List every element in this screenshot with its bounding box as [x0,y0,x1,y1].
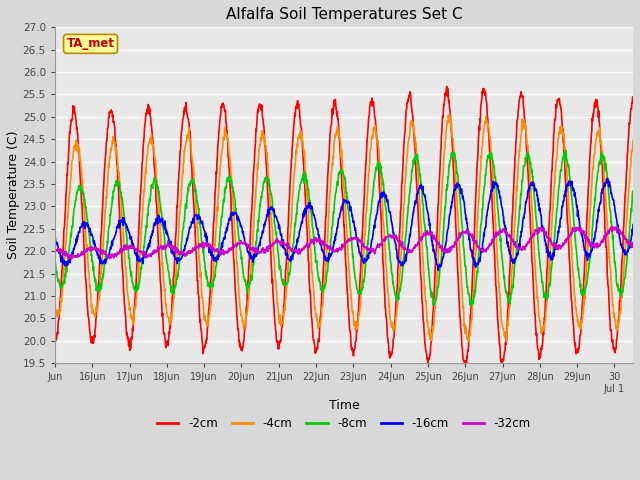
Y-axis label: Soil Temperature (C): Soil Temperature (C) [7,131,20,259]
-2cm [380,279,388,285]
-16cm [319,249,326,254]
Line: -8cm: -8cm [55,151,633,306]
-2cm [463,366,470,372]
-32cm [609,224,616,229]
Line: -2cm: -2cm [55,86,633,369]
-4cm [120,229,127,235]
-4cm [51,302,59,308]
-4cm [629,137,637,143]
-4cm [445,112,453,118]
-32cm [96,249,104,254]
-32cm [319,242,327,248]
Line: -16cm: -16cm [55,179,633,270]
-8cm [51,255,59,261]
-8cm [562,148,570,154]
Line: -4cm: -4cm [55,115,633,341]
-32cm [51,248,59,254]
-4cm [96,288,104,293]
-16cm [51,233,59,239]
-16cm [308,204,316,210]
-4cm [380,224,388,230]
-4cm [319,304,326,310]
-4cm [503,338,511,344]
-32cm [68,256,76,262]
-2cm [51,333,59,339]
-16cm [296,226,304,232]
Legend: -2cm, -4cm, -8cm, -16cm, -32cm: -2cm, -4cm, -8cm, -16cm, -32cm [152,413,536,435]
-8cm [629,189,637,195]
-16cm [435,267,442,273]
-2cm [629,100,637,106]
-32cm [120,246,127,252]
-16cm [604,176,611,181]
X-axis label: Time: Time [329,399,360,412]
-16cm [120,223,127,228]
-16cm [96,254,104,260]
Line: -32cm: -32cm [55,227,633,259]
-2cm [308,321,316,327]
-32cm [381,236,388,242]
-4cm [308,268,316,274]
-8cm [96,288,104,294]
-8cm [120,204,127,210]
-16cm [380,189,388,195]
-2cm [120,279,127,285]
-32cm [308,237,316,242]
-2cm [443,84,451,89]
-4cm [296,130,304,136]
-8cm [308,223,316,228]
Title: Alfalfa Soil Temperatures Set C: Alfalfa Soil Temperatures Set C [226,7,462,22]
-16cm [629,222,637,228]
-8cm [467,303,475,309]
-8cm [380,188,388,193]
-2cm [296,117,304,122]
Text: TA_met: TA_met [67,37,115,50]
-32cm [297,247,305,253]
-32cm [629,243,637,249]
-2cm [96,260,104,266]
-2cm [319,279,326,285]
-8cm [296,181,304,187]
-8cm [319,288,326,293]
